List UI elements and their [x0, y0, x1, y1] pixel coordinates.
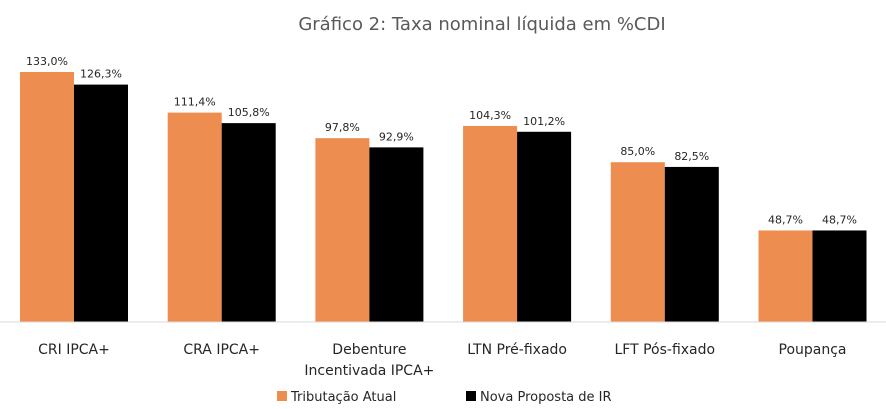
- bar-s0-c2: [315, 138, 370, 322]
- data-label-s0-c1: 111,4%: [174, 96, 216, 109]
- chart-title: Gráfico 2: Taxa nominal líquida em %CDI: [298, 14, 665, 35]
- category-label-0-0: CRI IPCA+: [38, 342, 110, 358]
- data-label-s0-c3: 104,3%: [469, 109, 511, 122]
- category-label-5-0: Poupança: [779, 342, 847, 358]
- data-label-s1-c1: 105,8%: [228, 106, 270, 119]
- bar-s1-c2: [369, 147, 424, 322]
- category-label-2-0: Debenture: [332, 342, 406, 358]
- category-label-3-0: LTN Pré-fixado: [467, 342, 567, 358]
- legend-swatch-1: [466, 391, 476, 401]
- bar-s0-c1: [167, 112, 222, 322]
- data-label-s1-c0: 126,3%: [80, 68, 122, 81]
- legend: Tributação Atual Nova Proposta de IR: [277, 390, 612, 405]
- data-label-s0-c0: 133,0%: [26, 55, 68, 68]
- bar-s1-c3: [517, 131, 572, 322]
- bar-s1-c4: [664, 166, 719, 322]
- category-label-4-0: LFT Pós-fixado: [614, 342, 715, 358]
- bars-group: 133,0% 126,3% 111,4% 105,8% 97,8% 92,9% 104,3%…: [20, 55, 867, 323]
- bar-s0-c0: [20, 72, 74, 322]
- bar-s1-c1: [221, 123, 276, 322]
- bar-s1-c5: [812, 230, 867, 322]
- legend-label-1: Nova Proposta de IR: [480, 390, 612, 405]
- bar-s0-c4: [610, 162, 665, 322]
- legend-label-0: Tributação Atual: [290, 390, 396, 405]
- data-label-s0-c5: 48,7%: [768, 213, 803, 226]
- data-label-s1-c5: 48,7%: [822, 213, 857, 226]
- bar-s0-c3: [463, 125, 518, 323]
- bar-s0-c5: [758, 230, 813, 322]
- legend-swatch-0: [277, 391, 287, 401]
- data-label-s0-c2: 97,8%: [325, 121, 360, 134]
- category-labels: CRI IPCA+ CRA IPCA+ Debenture Incentivada I…: [38, 342, 846, 379]
- data-label-s1-c4: 82,5%: [674, 150, 709, 163]
- data-label-s1-c2: 92,9%: [379, 130, 414, 143]
- data-label-s1-c3: 101,2%: [523, 115, 565, 128]
- data-label-s0-c4: 85,0%: [620, 145, 655, 158]
- category-label-2-1: Incentivada IPCA+: [304, 363, 434, 379]
- category-label-1-0: CRA IPCA+: [183, 342, 260, 358]
- bar-s1-c0: [74, 84, 128, 322]
